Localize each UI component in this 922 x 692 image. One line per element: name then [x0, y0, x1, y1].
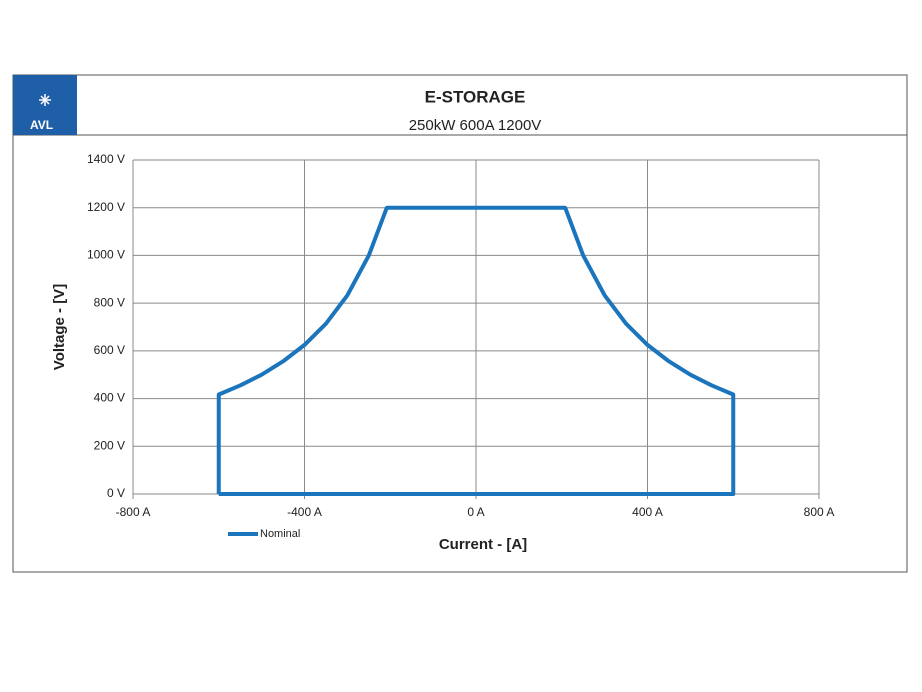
x-axis-label: Current - [A] [439, 536, 527, 553]
chart-title: E-STORAGE [425, 87, 526, 106]
x-tick-label: 400 A [632, 505, 663, 519]
x-tick-label: 0 A [467, 505, 484, 519]
y-tick-label: 1000 V [87, 248, 125, 262]
x-tick-label: 800 A [804, 505, 835, 519]
y-tick-label: 1400 V [87, 152, 125, 166]
frame [12, 74, 908, 573]
x-tick-label: -800 A [116, 505, 151, 519]
legend-label: Nominal [260, 528, 300, 540]
data-line [216, 205, 736, 496]
y-tick-label: 0 V [107, 486, 125, 500]
y-tick-label: 600 V [94, 343, 125, 357]
y-tick-label: 1200 V [87, 200, 125, 214]
chart-subtitle: 250kW 600A 1200V [409, 117, 542, 134]
y-tick-label: 200 V [94, 438, 125, 452]
x-tick-label: -400 A [287, 505, 322, 519]
logo-text: AVL [30, 118, 53, 132]
logo-icon [39, 94, 51, 106]
y-tick-label: 400 V [94, 391, 125, 405]
y-tick-label: 800 V [94, 295, 125, 309]
y-axis-label: Voltage - [V] [51, 284, 68, 370]
